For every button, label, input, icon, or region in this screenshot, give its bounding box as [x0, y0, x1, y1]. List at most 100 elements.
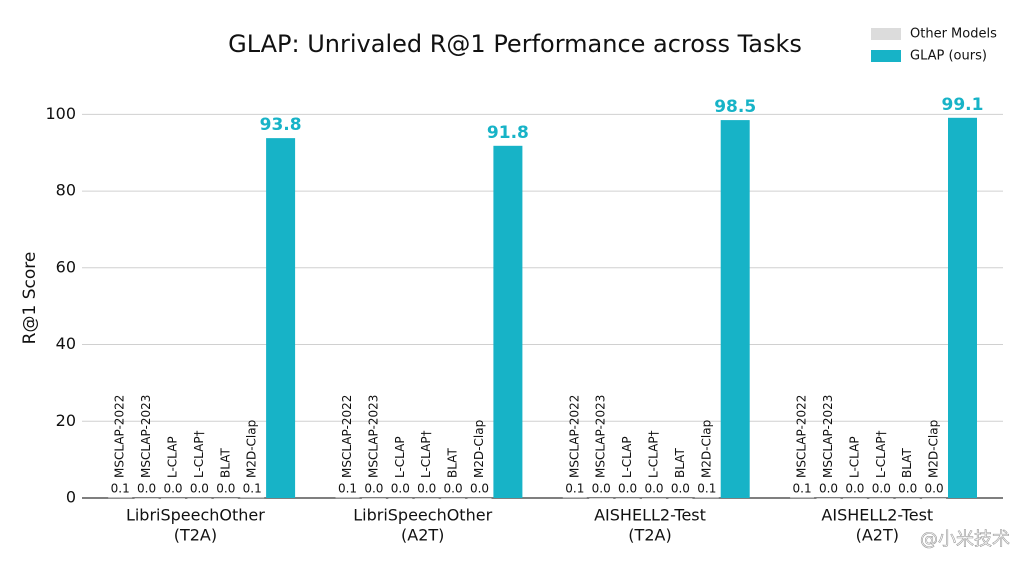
chart-title: GLAP: Unrivaled R@1 Performance across T…	[228, 30, 802, 58]
model-label: L-CLAP	[166, 436, 180, 478]
bar	[161, 498, 185, 499]
value-label: 0.1	[243, 482, 262, 496]
bar	[694, 497, 719, 499]
model-label: BLAT	[446, 448, 460, 478]
bar	[720, 120, 750, 499]
model-label: MSCLAP-2022	[113, 395, 127, 478]
value-label: 0.1	[793, 482, 812, 496]
model-label: L-CLAP†	[647, 430, 661, 478]
y-tick-label: 40	[56, 334, 76, 353]
value-label: 0.0	[137, 482, 156, 496]
bar	[213, 498, 238, 499]
bar	[842, 498, 867, 499]
bar	[790, 497, 815, 499]
x-tick-label: (A2T)	[856, 526, 899, 545]
value-label: 0.0	[671, 482, 690, 496]
y-axis-label: R@1 Score	[20, 252, 40, 345]
model-label: BLAT	[218, 448, 232, 478]
value-label: 91.8	[487, 123, 529, 143]
legend-label: GLAP (ours)	[910, 49, 987, 64]
model-label: MSCLAP-2022	[795, 395, 809, 478]
bar	[895, 498, 920, 499]
bar	[240, 497, 265, 499]
x-tick-label: AISHELL2-Test	[594, 506, 706, 525]
bar	[816, 498, 841, 499]
legend-swatch	[871, 28, 901, 40]
value-label: 0.0	[444, 482, 463, 496]
x-tick-label: (T2A)	[628, 526, 671, 545]
bar	[615, 498, 640, 499]
model-label: MSCLAP-2023	[594, 395, 608, 478]
x-tick-label: LibriSpeechOther	[353, 506, 492, 525]
value-label: 0.0	[592, 482, 611, 496]
bar	[922, 498, 947, 499]
y-tick-label: 80	[56, 181, 76, 200]
model-label: L-CLAP†	[192, 430, 206, 478]
value-label: 0.0	[845, 482, 864, 496]
value-label: 0.0	[391, 482, 410, 496]
value-label: 0.0	[163, 482, 182, 496]
value-label: 0.0	[190, 482, 209, 496]
model-label: MSCLAP-2023	[821, 395, 835, 478]
bar	[266, 138, 296, 498]
model-label: L-CLAP	[847, 436, 861, 478]
legend-label: Other Models	[910, 27, 997, 42]
watermark: @小米技术	[920, 529, 1010, 550]
x-tick-label: LibriSpeechOther	[126, 506, 265, 525]
model-label: L-CLAP	[620, 436, 634, 478]
bar	[869, 498, 894, 499]
model-label: M2D-Clap	[927, 420, 941, 478]
bar	[134, 498, 159, 499]
model-label: M2D-Clap	[245, 420, 259, 478]
bar	[642, 498, 666, 499]
value-label: 0.1	[111, 482, 130, 496]
value-label: 0.1	[338, 482, 357, 496]
value-label: 0.0	[872, 482, 891, 496]
model-label: M2D-Clap	[699, 420, 713, 478]
value-label: 0.0	[925, 482, 944, 496]
bar	[108, 497, 133, 499]
value-label: 0.0	[364, 482, 383, 496]
value-label: 0.0	[618, 482, 637, 496]
x-tick-label: AISHELL2-Test	[821, 506, 933, 525]
value-label: 0.0	[644, 482, 663, 496]
bar	[668, 498, 693, 499]
model-label: L-CLAP	[393, 436, 407, 478]
bar	[187, 498, 212, 499]
bar	[361, 498, 386, 499]
value-label: 93.8	[260, 115, 302, 135]
bar	[562, 497, 587, 499]
value-label: 0.0	[417, 482, 436, 496]
model-label: MSCLAP-2022	[567, 395, 581, 478]
value-label: 0.0	[898, 482, 917, 496]
bar	[948, 117, 977, 498]
value-label: 0.0	[819, 482, 838, 496]
bar	[589, 498, 614, 499]
bar	[493, 145, 523, 498]
bar	[335, 497, 360, 499]
value-label: 0.1	[697, 482, 716, 496]
model-label: MSCLAP-2023	[366, 395, 380, 478]
value-label: 98.5	[714, 97, 756, 117]
x-tick-label: (T2A)	[174, 526, 217, 545]
bar	[467, 498, 492, 499]
x-tick-label: (A2T)	[401, 526, 444, 545]
bar	[388, 498, 413, 499]
model-label: MSCLAP-2022	[340, 395, 354, 478]
model-label: L-CLAP†	[419, 430, 433, 478]
value-label: 0.0	[470, 482, 489, 496]
model-label: MSCLAP-2023	[139, 395, 153, 478]
value-label: 0.1	[565, 482, 584, 496]
y-tick-label: 0	[66, 488, 76, 507]
model-label: BLAT	[673, 448, 687, 478]
bar	[414, 498, 439, 499]
legend-swatch	[871, 50, 901, 62]
bar	[441, 498, 466, 499]
model-label: M2D-Clap	[472, 420, 486, 478]
y-tick-label: 60	[56, 257, 76, 276]
value-label: 99.1	[942, 95, 984, 115]
y-tick-label: 20	[56, 411, 76, 430]
model-label: L-CLAP†	[874, 430, 888, 478]
value-label: 0.0	[216, 482, 235, 496]
